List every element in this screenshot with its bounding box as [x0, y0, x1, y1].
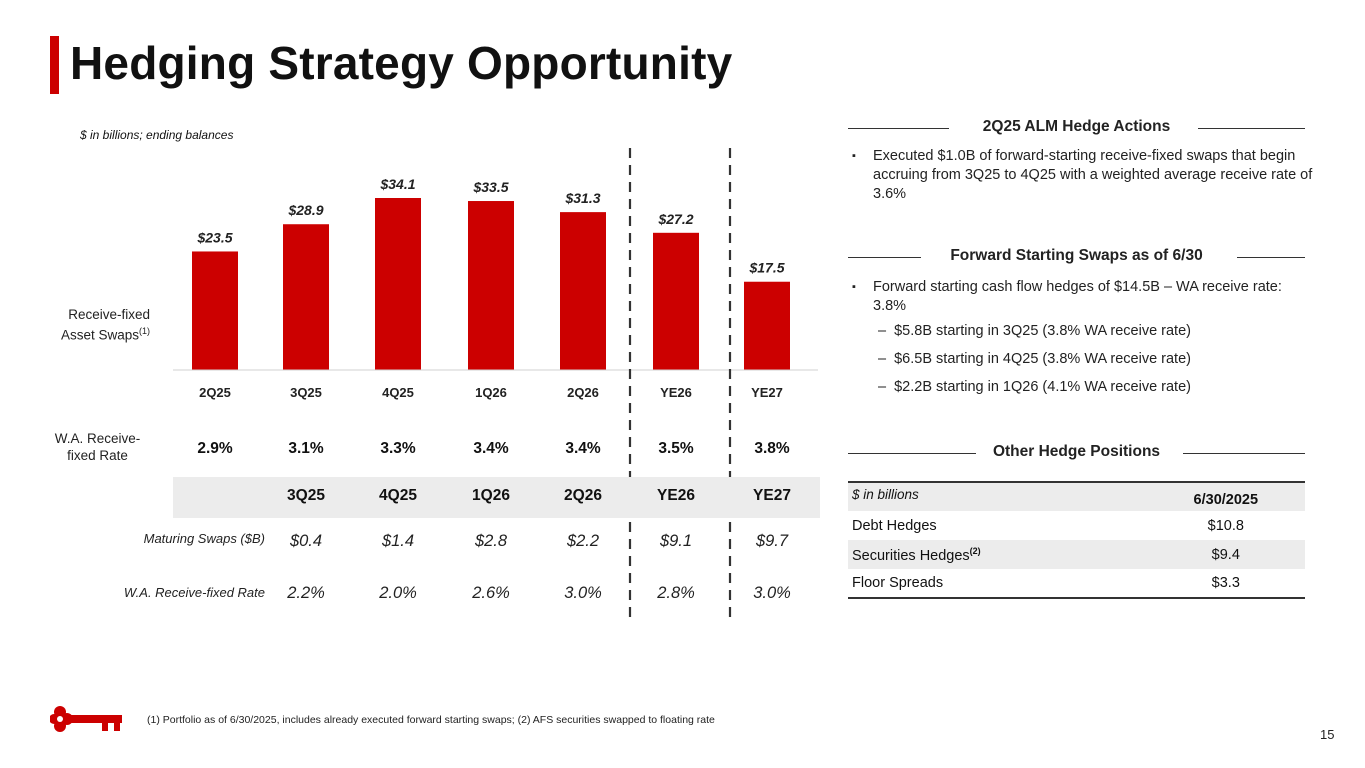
- alm-bullet-text: Executed $1.0B of forward-starting recei…: [873, 148, 1313, 202]
- maturing-swaps-value: $2.8: [474, 532, 508, 550]
- maturing-rate-value: 2.6%: [472, 584, 510, 602]
- wa-rate-label-line2: fixed Rate: [67, 448, 128, 463]
- row-value: $10.8: [1207, 517, 1244, 534]
- bar-value-label: $28.9: [287, 202, 323, 218]
- forward-sub-item: – $5.8B starting in 3Q25 (3.8% WA receiv…: [878, 323, 1191, 339]
- table-row: Floor Spreads $3.3: [848, 569, 1305, 598]
- maturing-rate-value: 2.2%: [287, 584, 325, 602]
- x-tick-label: YE27: [751, 385, 783, 400]
- wa-rate-label: W.A. Receive- fixed Rate: [40, 430, 155, 464]
- maturing-rate-label: W.A. Receive-fixed Rate: [123, 585, 265, 600]
- row-value: $9.4: [1211, 546, 1240, 563]
- maturing-swaps-value: $1.4: [381, 532, 415, 550]
- other-hedge-table: $ in billions 6/30/2025 Debt Hedges $10.…: [848, 481, 1305, 599]
- wa-rate-value: 2.9%: [197, 440, 233, 457]
- bar-value-label: $23.5: [196, 229, 232, 245]
- heading-rule: [1183, 453, 1305, 454]
- bar: [192, 251, 238, 370]
- bar: [468, 201, 514, 370]
- series-label-line2: Asset Swaps: [60, 327, 139, 343]
- x-tick-label: 1Q26: [475, 385, 507, 400]
- row-label: Debt Hedges: [852, 517, 937, 534]
- maturing-period: 4Q25: [379, 487, 417, 504]
- x-tick-label: 3Q25: [290, 385, 322, 400]
- maturing-rate-value: 3.0%: [564, 584, 602, 602]
- page-number: 15: [1320, 727, 1335, 742]
- heading-rule: [848, 257, 921, 258]
- x-tick-label: YE26: [660, 385, 692, 400]
- bar: [560, 212, 606, 370]
- forward-sub-item: – $2.2B starting in 1Q26 (4.1% WA receiv…: [878, 379, 1191, 395]
- heading-rule: [1237, 257, 1305, 258]
- col-date-header: 6/30/2025: [1193, 492, 1259, 508]
- row-label: Floor Spreads: [852, 575, 944, 591]
- maturing-period: 2Q26: [564, 487, 602, 504]
- table-row: Debt Hedges $10.8: [848, 511, 1305, 540]
- wa-rate-value: 3.3%: [380, 440, 416, 457]
- maturing-swaps-value: $0.4: [289, 532, 323, 550]
- x-tick-label: 2Q26: [567, 385, 599, 400]
- footnote: (1) Portfolio as of 6/30/2025, includes …: [147, 714, 715, 726]
- key-logo-icon: [50, 706, 122, 732]
- wa-rate-value: 3.5%: [658, 440, 694, 457]
- bar-value-label: $33.5: [472, 179, 508, 195]
- bullet-icon: ▪: [852, 281, 856, 293]
- bar: [744, 281, 790, 370]
- bar: [283, 224, 329, 370]
- series-label: Receive-fixed Asset Swaps(1): [40, 306, 150, 344]
- maturing-rate-value: 2.0%: [379, 584, 417, 602]
- heading-rule: [848, 128, 949, 129]
- row-footnote-ref: (2): [969, 545, 981, 556]
- wa-rate-value: 3.4%: [473, 440, 509, 457]
- bar: [653, 232, 699, 370]
- forward-bullet-text: Forward starting cash flow hedges of $14…: [873, 279, 1282, 314]
- other-section-heading: Other Hedge Positions: [848, 443, 1305, 463]
- bar-value-label: $17.5: [748, 260, 784, 276]
- maturing-rate-value: 3.0%: [753, 584, 791, 602]
- series-label-line1: Receive-fixed: [68, 307, 150, 322]
- forward-sub-item: – $6.5B starting in 4Q25 (3.8% WA receiv…: [878, 351, 1191, 367]
- other-heading-text: Other Hedge Positions: [992, 443, 1161, 460]
- maturing-period: 1Q26: [472, 487, 510, 504]
- bar: [375, 198, 421, 370]
- page-title: Hedging Strategy Opportunity: [70, 37, 733, 89]
- maturing-period: YE26: [657, 487, 695, 504]
- row-label-cell: Securities Hedges(2): [848, 540, 1147, 569]
- heading-rule: [1198, 128, 1305, 129]
- bullet-icon: ▪: [852, 150, 856, 162]
- maturing-period: 3Q25: [287, 487, 325, 504]
- wa-rate-value: 3.1%: [288, 440, 324, 457]
- maturing-period: YE27: [753, 487, 791, 504]
- x-tick-label: 2Q25: [199, 385, 231, 400]
- wa-rate-label-line1: W.A. Receive-: [54, 431, 141, 446]
- wa-rate-value: 3.4%: [565, 440, 601, 457]
- maturing-header-band: [173, 477, 820, 518]
- alm-heading-text: 2Q25 ALM Hedge Actions: [982, 118, 1171, 135]
- row-label: Securities Hedges: [852, 547, 970, 564]
- forward-heading-text: Forward Starting Swaps as of 6/30: [950, 247, 1203, 264]
- heading-rule: [848, 453, 976, 454]
- maturing-swaps-value: $2.2: [566, 532, 600, 550]
- maturing-swaps-label: Maturing Swaps ($B): [143, 531, 265, 546]
- table-header-row: $ in billions 6/30/2025: [848, 482, 1305, 511]
- x-tick-label: 4Q25: [382, 385, 414, 400]
- table-row: Securities Hedges(2) $9.4: [848, 540, 1305, 569]
- maturing-rate-value: 2.8%: [657, 584, 695, 602]
- row-value: $3.3: [1211, 575, 1240, 591]
- title-accent-bar: [50, 36, 59, 94]
- forward-section-heading: Forward Starting Swaps as of 6/30: [848, 247, 1305, 267]
- bar-value-label: $27.2: [657, 211, 693, 227]
- units-note: $ in billions; ending balances: [80, 128, 234, 142]
- maturing-swaps-value: $9.7: [755, 532, 789, 550]
- series-footnote-ref: (1): [139, 326, 150, 336]
- alm-section-heading: 2Q25 ALM Hedge Actions: [848, 118, 1305, 138]
- bar-value-label: $31.3: [564, 190, 600, 206]
- maturing-swaps-value: $9.1: [659, 532, 693, 550]
- bar-value-label: $34.1: [379, 176, 415, 192]
- col-label-header: $ in billions: [852, 487, 919, 502]
- wa-rate-value: 3.8%: [754, 440, 790, 457]
